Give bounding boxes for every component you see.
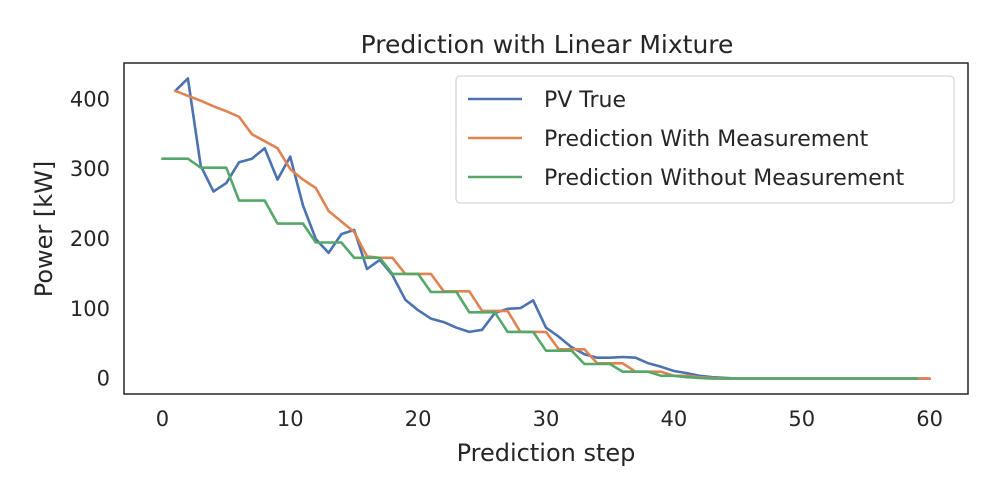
y-axis-ticks: 0 100 200 300 400 (70, 87, 110, 390)
x-axis-ticks: 0 10 20 30 40 50 60 (156, 407, 943, 431)
legend-label-1: PV True (544, 88, 626, 113)
x-tick-label: 20 (405, 407, 432, 431)
plot-area (123, 62, 969, 395)
y-tick-label: 0 (97, 367, 110, 391)
x-tick-label: 40 (661, 407, 688, 431)
x-axis-label: Prediction step (457, 439, 636, 467)
series-line-3 (161, 157, 919, 380)
y-tick-label: 200 (70, 227, 110, 251)
legend: PV True Prediction With Measurement Predic… (455, 75, 955, 204)
legend-label-2: Prediction With Measurement (544, 127, 869, 152)
x-tick-label: 0 (156, 407, 169, 431)
y-tick-label: 300 (70, 157, 110, 181)
legend-label-3: Prediction Without Measurement (544, 166, 905, 191)
x-tick-label: 60 (916, 407, 943, 431)
y-axis-label: Power [kW] (30, 161, 58, 298)
chart-title: Prediction with Linear Mixture (361, 30, 734, 59)
x-tick-label: 50 (788, 407, 815, 431)
legend-box (455, 75, 955, 204)
y-tick-label: 400 (70, 87, 110, 111)
series-layer (161, 77, 931, 380)
x-tick-label: 10 (277, 407, 304, 431)
x-tick-label: 30 (533, 407, 560, 431)
y-tick-label: 100 (70, 297, 110, 321)
plot-frame (123, 62, 969, 395)
